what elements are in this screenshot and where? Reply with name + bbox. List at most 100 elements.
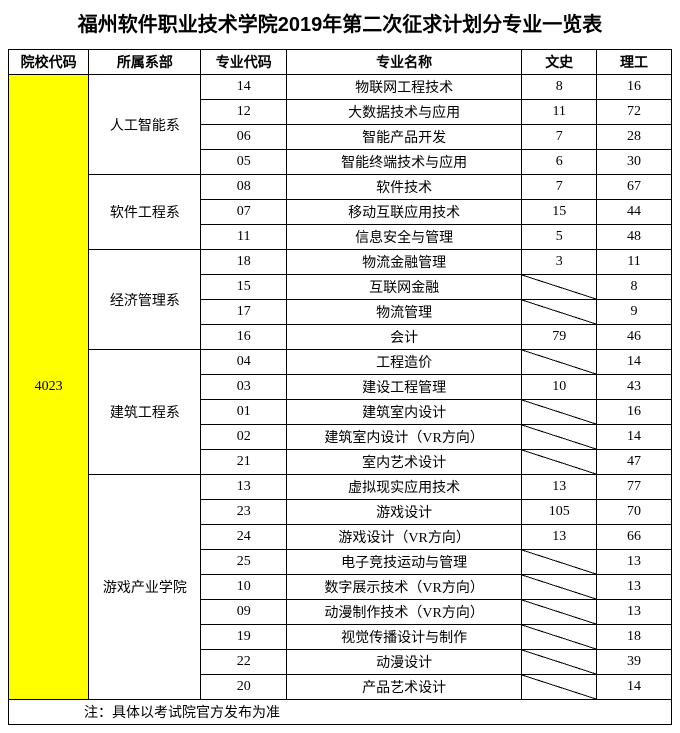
major-code-cell: 11 xyxy=(201,225,287,250)
science-cell: 46 xyxy=(597,325,672,350)
science-cell: 14 xyxy=(597,675,672,700)
science-cell: 77 xyxy=(597,475,672,500)
liberal-cell xyxy=(522,300,597,325)
col-department: 所属系部 xyxy=(89,50,201,75)
science-cell: 9 xyxy=(597,300,672,325)
liberal-cell xyxy=(522,625,597,650)
major-code-cell: 09 xyxy=(201,600,287,625)
liberal-cell xyxy=(522,575,597,600)
science-cell: 43 xyxy=(597,375,672,400)
science-cell: 11 xyxy=(597,250,672,275)
major-code-cell: 22 xyxy=(201,650,287,675)
major-name-cell: 数字展示技术（VR方向） xyxy=(287,575,522,600)
major-code-cell: 04 xyxy=(201,350,287,375)
table-row: 建筑工程系04工程造价14 xyxy=(9,350,672,375)
major-name-cell: 动漫设计 xyxy=(287,650,522,675)
header-row: 院校代码 所属系部 专业代码 专业名称 文史 理工 xyxy=(9,50,672,75)
major-name-cell: 电子竞技运动与管理 xyxy=(287,550,522,575)
liberal-cell xyxy=(522,425,597,450)
science-cell: 47 xyxy=(597,450,672,475)
liberal-cell: 6 xyxy=(522,150,597,175)
note-cell: 注：具体以考试院官方发布为准 xyxy=(9,700,672,725)
majors-table: 院校代码 所属系部 专业代码 专业名称 文史 理工 4023人工智能系14物联网… xyxy=(8,49,672,725)
major-name-cell: 物联网工程技术 xyxy=(287,75,522,100)
major-name-cell: 建筑室内设计 xyxy=(287,400,522,425)
major-code-cell: 02 xyxy=(201,425,287,450)
liberal-cell: 13 xyxy=(522,525,597,550)
major-code-cell: 15 xyxy=(201,275,287,300)
liberal-cell: 8 xyxy=(522,75,597,100)
school-code-cell: 4023 xyxy=(9,75,89,700)
major-code-cell: 12 xyxy=(201,100,287,125)
liberal-cell: 5 xyxy=(522,225,597,250)
major-code-cell: 14 xyxy=(201,75,287,100)
table-row: 软件工程系08软件技术767 xyxy=(9,175,672,200)
major-name-cell: 信息安全与管理 xyxy=(287,225,522,250)
major-name-cell: 物流金融管理 xyxy=(287,250,522,275)
major-name-cell: 互联网金融 xyxy=(287,275,522,300)
science-cell: 16 xyxy=(597,75,672,100)
science-cell: 14 xyxy=(597,425,672,450)
major-code-cell: 16 xyxy=(201,325,287,350)
major-code-cell: 08 xyxy=(201,175,287,200)
major-name-cell: 建设工程管理 xyxy=(287,375,522,400)
science-cell: 18 xyxy=(597,625,672,650)
science-cell: 48 xyxy=(597,225,672,250)
major-code-cell: 17 xyxy=(201,300,287,325)
major-name-cell: 建筑室内设计（VR方向） xyxy=(287,425,522,450)
major-code-cell: 19 xyxy=(201,625,287,650)
col-liberal: 文史 xyxy=(522,50,597,75)
major-code-cell: 03 xyxy=(201,375,287,400)
liberal-cell xyxy=(522,550,597,575)
liberal-cell xyxy=(522,450,597,475)
major-name-cell: 智能终端技术与应用 xyxy=(287,150,522,175)
page-title: 福州软件职业技术学院2019年第二次征求计划分专业一览表 xyxy=(8,8,672,37)
science-cell: 16 xyxy=(597,400,672,425)
liberal-cell: 13 xyxy=(522,475,597,500)
table-row: 经济管理系18物流金融管理311 xyxy=(9,250,672,275)
major-code-cell: 18 xyxy=(201,250,287,275)
liberal-cell: 7 xyxy=(522,175,597,200)
major-code-cell: 24 xyxy=(201,525,287,550)
liberal-cell xyxy=(522,600,597,625)
science-cell: 66 xyxy=(597,525,672,550)
major-name-cell: 游戏设计（VR方向） xyxy=(287,525,522,550)
liberal-cell xyxy=(522,275,597,300)
science-cell: 67 xyxy=(597,175,672,200)
major-code-cell: 25 xyxy=(201,550,287,575)
major-code-cell: 13 xyxy=(201,475,287,500)
major-name-cell: 视觉传播设计与制作 xyxy=(287,625,522,650)
science-cell: 28 xyxy=(597,125,672,150)
science-cell: 13 xyxy=(597,575,672,600)
major-code-cell: 06 xyxy=(201,125,287,150)
department-cell: 人工智能系 xyxy=(89,75,201,175)
department-cell: 建筑工程系 xyxy=(89,350,201,475)
major-name-cell: 软件技术 xyxy=(287,175,522,200)
liberal-cell: 3 xyxy=(522,250,597,275)
major-code-cell: 20 xyxy=(201,675,287,700)
science-cell: 13 xyxy=(597,550,672,575)
col-major-name: 专业名称 xyxy=(287,50,522,75)
major-code-cell: 23 xyxy=(201,500,287,525)
major-name-cell: 物流管理 xyxy=(287,300,522,325)
science-cell: 72 xyxy=(597,100,672,125)
science-cell: 39 xyxy=(597,650,672,675)
col-science: 理工 xyxy=(597,50,672,75)
liberal-cell: 11 xyxy=(522,100,597,125)
major-name-cell: 产品艺术设计 xyxy=(287,675,522,700)
col-major-code: 专业代码 xyxy=(201,50,287,75)
major-code-cell: 10 xyxy=(201,575,287,600)
major-name-cell: 移动互联应用技术 xyxy=(287,200,522,225)
liberal-cell xyxy=(522,650,597,675)
major-name-cell: 虚拟现实应用技术 xyxy=(287,475,522,500)
liberal-cell: 105 xyxy=(522,500,597,525)
major-code-cell: 21 xyxy=(201,450,287,475)
major-name-cell: 动漫制作技术（VR方向） xyxy=(287,600,522,625)
major-name-cell: 会计 xyxy=(287,325,522,350)
liberal-cell xyxy=(522,675,597,700)
col-school-code: 院校代码 xyxy=(9,50,89,75)
liberal-cell xyxy=(522,350,597,375)
science-cell: 14 xyxy=(597,350,672,375)
department-cell: 软件工程系 xyxy=(89,175,201,250)
table-row: 游戏产业学院13虚拟现实应用技术1377 xyxy=(9,475,672,500)
